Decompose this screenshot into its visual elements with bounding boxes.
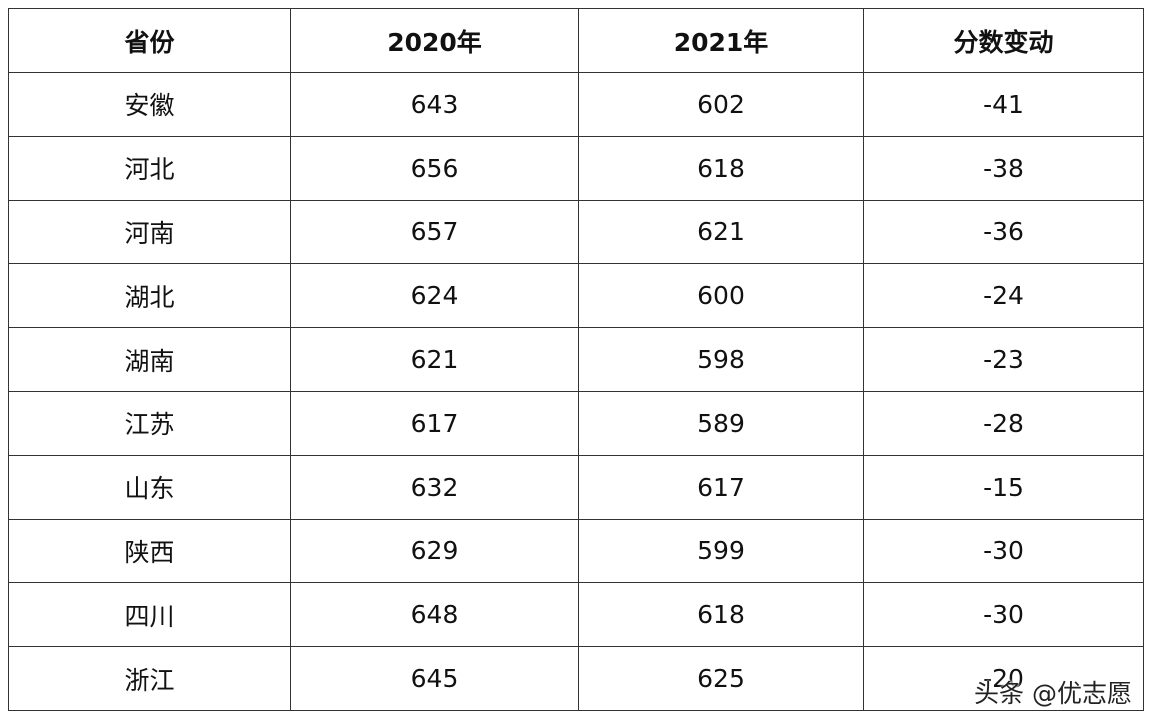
- table-cell: 617: [578, 454, 864, 520]
- header-row: 省份 2020年 2021年 分数变动: [8, 8, 1144, 73]
- table-cell: 621: [578, 199, 864, 265]
- table-row: 浙江 645 625 -20: [8, 646, 1144, 711]
- table-cell: 湖北: [8, 263, 291, 329]
- table-cell: 河北: [8, 135, 291, 201]
- table-row: 河北 656 618 -38: [8, 135, 1144, 201]
- table-cell: 598: [578, 327, 864, 392]
- table-cell: 624: [290, 263, 579, 329]
- table-body: 安徽 643 602 -41 河北 656 618 -38 河南 657 621 -36 湖北 624 60…: [8, 72, 1144, 711]
- table-cell: 632: [290, 454, 579, 520]
- score-table: 省份 2020年 2021年 分数变动 安徽 643 602 -41 河北 656 618 -38 河…: [8, 8, 1144, 711]
- header-cell: 2021年: [578, 8, 864, 73]
- table-row: 湖北 624 600 -24: [8, 263, 1144, 329]
- table-cell: -38: [863, 135, 1144, 201]
- table-row: 河南 657 621 -36: [8, 199, 1144, 265]
- table-cell: -30: [863, 518, 1144, 584]
- table-row: 安徽 643 602 -41: [8, 72, 1144, 137]
- table-cell: -28: [863, 390, 1144, 456]
- table-cell: -15: [863, 454, 1144, 520]
- table-row: 湖南 621 598 -23: [8, 327, 1144, 392]
- table-cell: 656: [290, 135, 579, 201]
- table-cell: 安徽: [8, 72, 291, 137]
- header-cell: 分数变动: [863, 8, 1144, 73]
- table-cell: 618: [578, 135, 864, 201]
- table-cell: 643: [290, 72, 579, 137]
- watermark: 头条 @优志愿: [974, 679, 1132, 708]
- header-cell: 省份: [8, 8, 291, 73]
- table-cell: -20: [863, 646, 1144, 711]
- table-cell: 645: [290, 646, 579, 711]
- table-cell: 621: [290, 327, 579, 392]
- table-row: 陕西 629 599 -30: [8, 518, 1144, 584]
- table-row: 四川 648 618 -30: [8, 582, 1144, 648]
- table-cell: 山东: [8, 454, 291, 520]
- table-cell: 河南: [8, 199, 291, 265]
- table-cell: 浙江: [8, 646, 291, 711]
- table-cell: -30: [863, 582, 1144, 648]
- table-cell: 599: [578, 518, 864, 584]
- table-cell: -41: [863, 72, 1144, 137]
- table-row: 山东 632 617 -15: [8, 454, 1144, 520]
- table-cell: 600: [578, 263, 864, 329]
- table-cell: 617: [290, 390, 579, 456]
- table-cell: 589: [578, 390, 864, 456]
- table-cell: 江苏: [8, 390, 291, 456]
- table-cell: 629: [290, 518, 579, 584]
- table-cell: 618: [578, 582, 864, 648]
- table-cell: -36: [863, 199, 1144, 265]
- table-cell: 625: [578, 646, 864, 711]
- table-cell: -24: [863, 263, 1144, 329]
- table-row: 江苏 617 589 -28: [8, 390, 1144, 456]
- header-cell: 2020年: [290, 8, 579, 73]
- table-cell: 四川: [8, 582, 291, 648]
- table-cell: -23: [863, 327, 1144, 392]
- table-cell: 657: [290, 199, 579, 265]
- table-cell: 602: [578, 72, 864, 137]
- table-cell: 648: [290, 582, 579, 648]
- table-cell: 湖南: [8, 327, 291, 392]
- table-cell: 陕西: [8, 518, 291, 584]
